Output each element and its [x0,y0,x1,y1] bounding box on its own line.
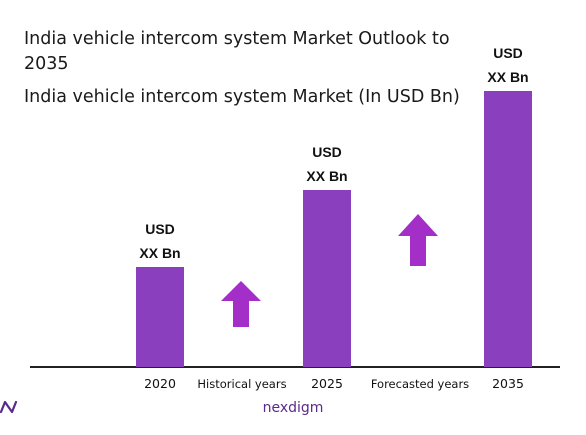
period-label: Forecasted years [371,377,469,391]
bar-2020 [136,267,184,367]
chart-title: India vehicle intercom system Market Out… [24,29,450,74]
nexdigm-logo-icon [0,400,18,414]
data-label-amount: XX Bn [306,168,347,184]
growth-arrow-icon [398,214,438,266]
chart-subtitle: India vehicle intercom system Market (In… [24,87,460,107]
brand-name: nexdigm [262,400,324,416]
period-label: Historical years [197,377,286,391]
x-tick-label: 2025 [311,376,343,391]
bar-2025 [303,190,351,367]
data-label-amount: XX Bn [139,245,180,261]
bar-2035 [484,91,532,367]
data-label-currency: USD [493,45,523,61]
x-tick-label: 2035 [492,376,524,391]
data-label-currency: USD [312,144,342,160]
data-label-amount: XX Bn [487,69,528,85]
growth-arrow-icon [221,281,261,327]
x-tick-label: 2020 [144,376,176,391]
brand-logo: nexdigm [0,400,586,416]
data-label-currency: USD [145,221,175,237]
